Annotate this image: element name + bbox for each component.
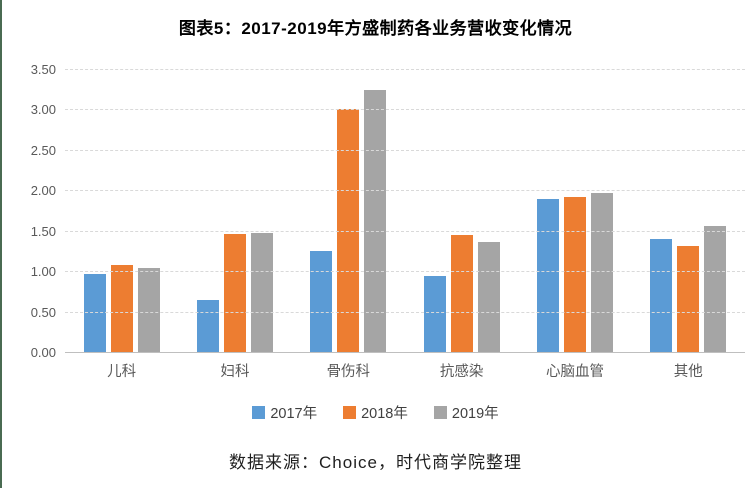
x-axis-line <box>65 352 745 353</box>
legend-swatch-icon <box>343 406 357 419</box>
legend-label: 2017年 <box>270 406 318 422</box>
bar-group-心脑血管 <box>518 70 631 353</box>
y-axis-tick-label: 0.50 <box>30 304 56 320</box>
bar-group-其他 <box>632 70 745 353</box>
category-label-其他: 其他 <box>673 364 703 380</box>
x-axis-category-labels: 儿科 妇科 骨伤科 抗感染 心脑血管 其他 <box>65 360 745 381</box>
bar-group-骨伤科 <box>292 70 405 353</box>
legend-swatch-icon <box>433 406 447 419</box>
y-axis-tick-label: 2.50 <box>30 142 56 158</box>
bars-layer <box>65 70 745 353</box>
bar-2019年-心脑血管 <box>590 192 613 353</box>
gridline <box>65 311 745 313</box>
legend-swatch-icon <box>252 406 266 419</box>
legend: 2017年 2018年 2019年 <box>0 402 751 423</box>
y-axis-tick-label: 0.00 <box>30 345 56 360</box>
left-border-line <box>0 0 2 488</box>
bar-2018年-儿科 <box>110 264 133 353</box>
legend-label: 2019年 <box>451 406 499 422</box>
y-axis-tick-label: 1.50 <box>30 223 56 239</box>
plot-area <box>65 69 745 353</box>
gridline <box>65 230 745 232</box>
legend-item-2017年: 2017年 <box>252 402 317 423</box>
bar-2018年-抗感染 <box>450 234 473 353</box>
legend-item-2019年: 2019年 <box>433 402 499 423</box>
gridline <box>65 190 745 192</box>
category-label-骨伤科: 骨伤科 <box>326 364 371 380</box>
bar-2018年-心脑血管 <box>563 196 586 353</box>
bar-2019年-骨伤科 <box>364 90 387 353</box>
y-axis-tick-label: 3.00 <box>30 102 56 118</box>
bar-2017年-抗感染 <box>423 276 446 353</box>
gridline <box>65 69 745 70</box>
legend-item-2018年: 2018年 <box>343 402 408 423</box>
bar-2017年-妇科 <box>196 300 219 353</box>
bar-2019年-抗感染 <box>477 242 500 353</box>
gridline <box>65 149 745 151</box>
bar-2017年-骨伤科 <box>310 251 333 353</box>
bar-2017年-儿科 <box>83 273 106 353</box>
bar-group-儿科 <box>65 70 178 353</box>
bar-2019年-妇科 <box>250 233 273 353</box>
bar-2019年-儿科 <box>137 268 160 353</box>
category-label-抗感染: 抗感染 <box>439 364 484 380</box>
source-note: 数据来源：Choice，时代商学院整理 <box>229 453 522 472</box>
gridline <box>65 271 745 273</box>
gridline <box>65 109 745 111</box>
bar-2019年-其他 <box>704 226 727 353</box>
y-axis-tick-label: 2.00 <box>30 183 56 199</box>
bar-2017年-心脑血管 <box>536 199 559 353</box>
category-label-心脑血管: 心脑血管 <box>545 364 604 380</box>
y-axis-tick-label: 1.00 <box>30 264 56 280</box>
category-label-妇科: 妇科 <box>220 364 250 380</box>
chart-title: 图表5：2017-2019年方盛制药各业务营收变化情况 <box>178 19 573 38</box>
legend-label: 2018年 <box>361 406 408 422</box>
bar-2017年-其他 <box>650 239 673 353</box>
y-axis-tick-label: 3.50 <box>30 62 56 77</box>
bar-2018年-妇科 <box>223 234 246 353</box>
bar-2018年-其他 <box>677 246 700 353</box>
bar-group-抗感染 <box>405 70 518 353</box>
bar-group-妇科 <box>178 70 291 353</box>
category-label-儿科: 儿科 <box>107 364 137 380</box>
